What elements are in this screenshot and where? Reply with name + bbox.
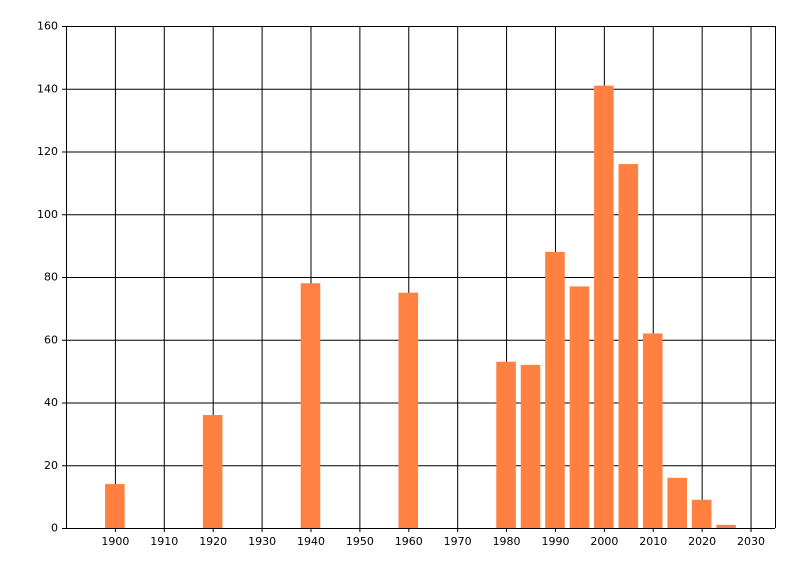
bar bbox=[642, 333, 663, 528]
bar bbox=[569, 286, 590, 528]
bar bbox=[105, 484, 125, 528]
bar bbox=[594, 85, 614, 529]
x-tick-label: 2010 bbox=[639, 535, 667, 548]
bar bbox=[545, 251, 565, 528]
bar bbox=[618, 164, 639, 529]
x-tick-label: 1960 bbox=[395, 535, 423, 548]
x-tick-label: 1900 bbox=[101, 535, 129, 548]
x-tick-label: 1950 bbox=[346, 535, 374, 548]
x-tick-label: 1920 bbox=[199, 535, 227, 548]
x-tick-label: 2000 bbox=[590, 535, 618, 548]
y-tick-label: 0 bbox=[51, 522, 58, 535]
bar bbox=[300, 283, 321, 528]
x-tick-label: 2030 bbox=[737, 535, 765, 548]
bar bbox=[691, 499, 712, 528]
y-tick-label: 100 bbox=[37, 208, 58, 221]
y-tick-label: 160 bbox=[37, 20, 58, 33]
y-tick-label: 20 bbox=[44, 459, 58, 472]
x-tick-label: 1930 bbox=[248, 535, 276, 548]
x-tick-label: 1940 bbox=[297, 535, 325, 548]
x-tick-label: 1980 bbox=[493, 535, 521, 548]
bar bbox=[520, 364, 541, 528]
x-tick-label: 1990 bbox=[541, 535, 569, 548]
bar bbox=[398, 292, 419, 528]
x-tick-label: 1970 bbox=[444, 535, 472, 548]
y-tick-label: 120 bbox=[37, 145, 58, 158]
bar bbox=[496, 361, 516, 528]
bar bbox=[667, 477, 687, 528]
x-tick-label: 2020 bbox=[688, 535, 716, 548]
y-tick-label: 60 bbox=[44, 333, 58, 346]
x-tick-label: 1910 bbox=[150, 535, 178, 548]
y-tick-label: 40 bbox=[44, 396, 58, 409]
bar bbox=[716, 524, 736, 528]
y-tick-label: 80 bbox=[44, 271, 58, 284]
y-tick-label: 140 bbox=[37, 82, 58, 95]
bar bbox=[202, 415, 223, 528]
